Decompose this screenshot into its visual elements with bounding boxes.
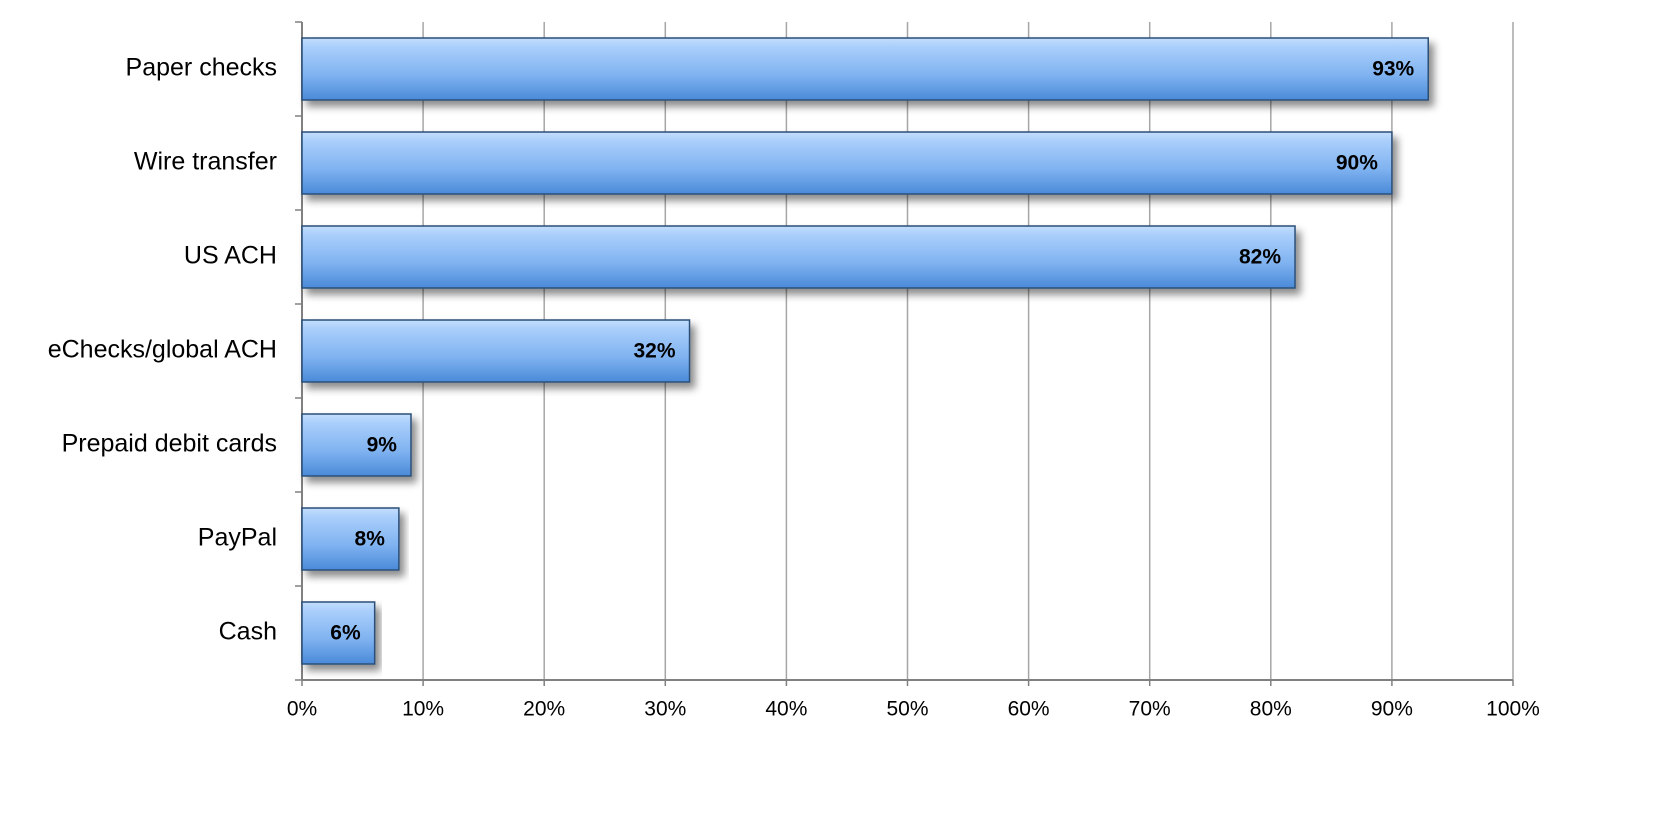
x-tick-label: 80% <box>1250 698 1292 721</box>
x-tick-label: 10% <box>402 698 444 721</box>
bar <box>301 131 1393 195</box>
bar <box>301 413 412 477</box>
x-tick-label: 0% <box>287 698 317 721</box>
x-tick-label: 20% <box>523 698 565 721</box>
y-tick-label: PayPal <box>198 524 277 552</box>
x-tick-label: 90% <box>1371 698 1413 721</box>
y-tick-label: Wire transfer <box>134 148 277 176</box>
x-tick-label: 50% <box>886 698 928 721</box>
data-label: 82% <box>1239 246 1281 269</box>
y-tick-label: Cash <box>219 618 277 646</box>
y-tick-label: US ACH <box>184 242 277 270</box>
bar <box>301 319 691 383</box>
data-label: 93% <box>1372 58 1414 81</box>
x-tick-label: 60% <box>1008 698 1050 721</box>
bar <box>301 225 1296 289</box>
x-tick-label: 30% <box>644 698 686 721</box>
y-tick-label: Prepaid debit cards <box>62 430 277 458</box>
data-label: 90% <box>1336 152 1378 175</box>
x-tick-label: 100% <box>1486 698 1540 721</box>
y-tick-label: Paper checks <box>126 54 277 82</box>
data-label: 8% <box>355 528 386 551</box>
data-label: 6% <box>330 622 361 645</box>
y-tick-label: eChecks/global ACH <box>48 336 277 364</box>
bar <box>301 507 400 571</box>
data-label: 32% <box>633 340 675 363</box>
x-tick-label: 70% <box>1129 698 1171 721</box>
data-label: 9% <box>367 434 398 457</box>
x-tick-label: 40% <box>765 698 807 721</box>
bar <box>301 37 1429 101</box>
bar <box>301 601 376 665</box>
